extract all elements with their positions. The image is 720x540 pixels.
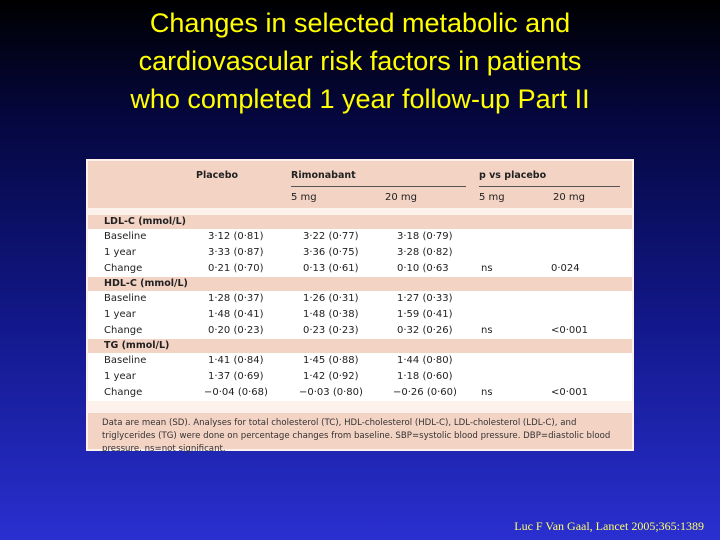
cell-placebo: 1·28 (0·37) bbox=[208, 293, 264, 304]
cell-placebo: 3·33 (0·87) bbox=[208, 247, 264, 258]
row-label: Baseline bbox=[104, 355, 147, 366]
header-p-5mg: 5 mg bbox=[479, 192, 505, 203]
section-hdl: HDL-C (mmol/L) bbox=[88, 277, 632, 291]
section-label: LDL-C (mmol/L) bbox=[104, 216, 187, 227]
cell-rimo-5: −0·03 (0·80) bbox=[299, 387, 363, 398]
row-label: Baseline bbox=[104, 231, 147, 242]
cell-p-20: <0·001 bbox=[551, 387, 589, 398]
header-rimo-5mg: 5 mg bbox=[291, 192, 317, 203]
cell-rimo-5: 1·48 (0·38) bbox=[303, 309, 359, 320]
title-line-2: cardiovascular risk factors in patients bbox=[138, 46, 582, 76]
cell-rimo-20: 1·44 (0·80) bbox=[397, 355, 453, 366]
footnote-text: Data are mean (SD). Analyses for total c… bbox=[102, 418, 611, 454]
table-row: Baseline 1·28 (0·37) 1·26 (0·31) 1·27 (0… bbox=[88, 291, 632, 307]
cell-rimo-5: 3·36 (0·75) bbox=[303, 247, 359, 258]
cell-rimo-5: 3·22 (0·77) bbox=[303, 231, 359, 242]
title-line-1: Changes in selected metabolic and bbox=[149, 8, 571, 38]
cell-p-20: <0·001 bbox=[551, 325, 589, 336]
table-row: Change 0·21 (0·70) 0·13 (0·61) 0·10 (0·6… bbox=[88, 261, 632, 277]
table-header: Placebo Rimonabant p vs placebo 5 mg 20 … bbox=[88, 161, 632, 208]
title-line-3: who completed 1 year follow-up Part II bbox=[130, 84, 590, 114]
citation: Luc F Van Gaal, Lancet 2005;365:1389 bbox=[514, 519, 704, 533]
cell-rimo-20: 0·32 (0·26) bbox=[397, 325, 453, 336]
cell-p-5: ns bbox=[481, 263, 493, 274]
header-p-vs-placebo: p vs placebo bbox=[479, 170, 547, 181]
cell-rimo-20: 0·10 (0·63 bbox=[397, 263, 449, 274]
cell-rimo-5: 1·42 (0·92) bbox=[303, 371, 359, 382]
row-label: Change bbox=[104, 325, 143, 336]
cell-placebo: 3·12 (0·81) bbox=[208, 231, 264, 242]
rimonabant-rule bbox=[291, 186, 466, 187]
cell-rimo-20: 3·28 (0·82) bbox=[397, 247, 453, 258]
cell-rimo-20: 1·59 (0·41) bbox=[397, 309, 453, 320]
table-row: 1 year 1·48 (0·41) 1·48 (0·38) 1·59 (0·4… bbox=[88, 307, 632, 323]
cell-placebo: 0·21 (0·70) bbox=[208, 263, 264, 274]
header-p-20mg: 20 mg bbox=[553, 192, 585, 203]
section-label: TG (mmol/L) bbox=[104, 340, 170, 351]
section-tg: TG (mmol/L) bbox=[88, 339, 632, 353]
slide-title: Changes in selected metabolic and cardio… bbox=[0, 4, 720, 118]
cell-p-5: ns bbox=[481, 325, 493, 336]
table-row: 1 year 1·37 (0·69) 1·42 (0·92) 1·18 (0·6… bbox=[88, 369, 632, 385]
cell-placebo: 0·20 (0·23) bbox=[208, 325, 264, 336]
table-row: 1 year 3·33 (0·87) 3·36 (0·75) 3·28 (0·8… bbox=[88, 245, 632, 261]
section-label: HDL-C (mmol/L) bbox=[104, 278, 188, 289]
row-label: 1 year bbox=[104, 371, 136, 382]
cell-rimo-5: 0·13 (0·61) bbox=[303, 263, 359, 274]
pvalue-rule bbox=[479, 186, 620, 187]
row-label: Change bbox=[104, 263, 143, 274]
header-placebo: Placebo bbox=[196, 170, 239, 181]
cell-placebo: 1·37 (0·69) bbox=[208, 371, 264, 382]
row-label: 1 year bbox=[104, 309, 136, 320]
cell-rimo-5: 1·26 (0·31) bbox=[303, 293, 359, 304]
table-row: Baseline 3·12 (0·81) 3·22 (0·77) 3·18 (0… bbox=[88, 229, 632, 245]
header-rimonabant: Rimonabant bbox=[291, 170, 356, 181]
cell-rimo-20: −0·26 (0·60) bbox=[393, 387, 457, 398]
cell-p-20: 0·024 bbox=[551, 263, 580, 274]
results-table: Placebo Rimonabant p vs placebo 5 mg 20 … bbox=[86, 159, 634, 454]
table-row: Change −0·04 (0·68) −0·03 (0·80) −0·26 (… bbox=[88, 385, 632, 401]
cell-placebo: 1·41 (0·84) bbox=[208, 355, 264, 366]
cell-rimo-20: 1·27 (0·33) bbox=[397, 293, 453, 304]
cell-rimo-20: 3·18 (0·79) bbox=[397, 231, 453, 242]
table-row: Baseline 1·41 (0·84) 1·45 (0·88) 1·44 (0… bbox=[88, 353, 632, 369]
cell-p-5: ns bbox=[481, 387, 493, 398]
cell-rimo-5: 0·23 (0·23) bbox=[303, 325, 359, 336]
cell-rimo-20: 1·18 (0·60) bbox=[397, 371, 453, 382]
cell-placebo: 1·48 (0·41) bbox=[208, 309, 264, 320]
row-label: Baseline bbox=[104, 293, 147, 304]
cell-rimo-5: 1·45 (0·88) bbox=[303, 355, 359, 366]
table-row: Change 0·20 (0·23) 0·23 (0·23) 0·32 (0·2… bbox=[88, 323, 632, 339]
row-label: 1 year bbox=[104, 247, 136, 258]
cell-placebo: −0·04 (0·68) bbox=[204, 387, 268, 398]
table-footnote: Data are mean (SD). Analyses for total c… bbox=[88, 413, 632, 454]
section-ldl: LDL-C (mmol/L) bbox=[88, 215, 632, 229]
row-label: Change bbox=[104, 387, 143, 398]
header-rimo-20mg: 20 mg bbox=[385, 192, 417, 203]
